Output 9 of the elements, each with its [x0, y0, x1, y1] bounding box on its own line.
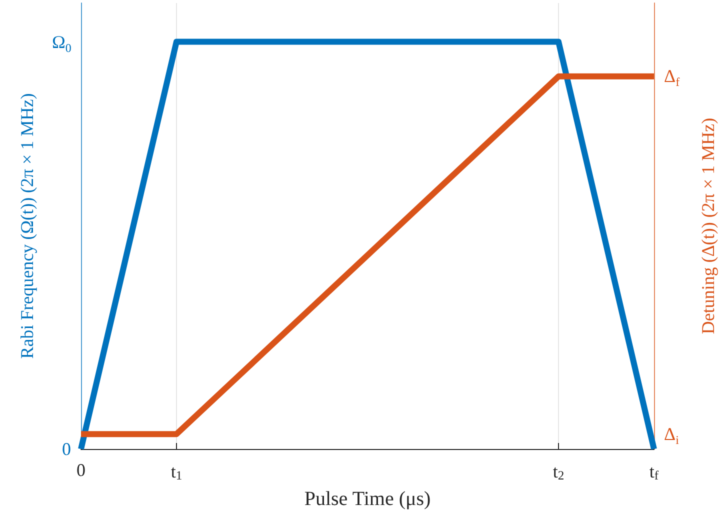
x-tick-label: 0	[76, 460, 86, 480]
text: Δ$_{i}$	[664, 424, 679, 448]
text: 0	[62, 439, 71, 459]
y-axis-title: Rabi Frequency (Ω(t)) (2π × 1 MHz)	[17, 93, 37, 359]
text: 0	[65, 40, 72, 55]
text: Δ$_{f}$	[664, 66, 680, 90]
x-axis-title: Pulse Time (μs)	[304, 488, 431, 510]
y2-axis-title: Detuning (Δ(t)) (2π × 1 MHz)	[698, 118, 718, 334]
text: Ω	[52, 32, 66, 52]
